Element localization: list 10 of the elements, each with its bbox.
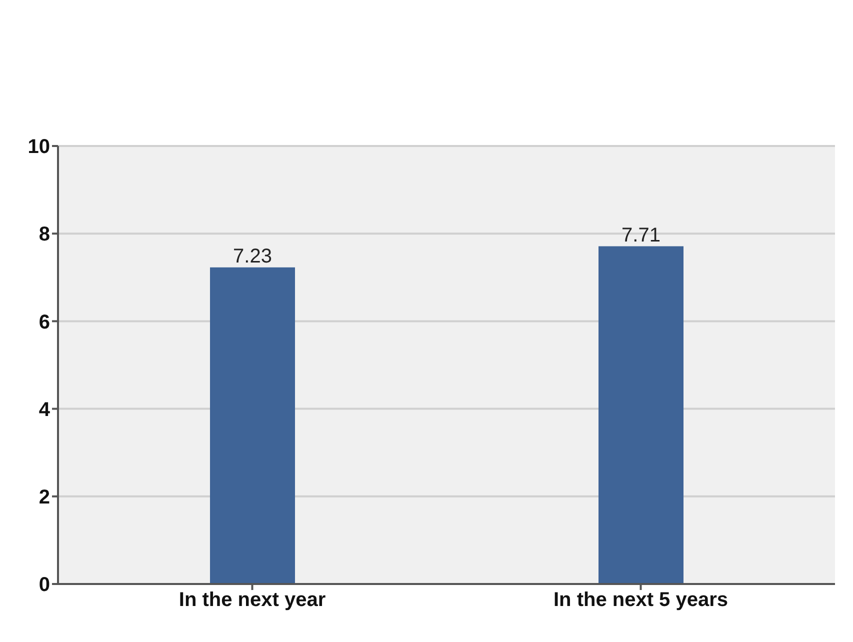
y-tick-label: 10 xyxy=(28,136,50,158)
y-tick-label: 2 xyxy=(38,486,50,508)
y-tick-label: 6 xyxy=(38,311,50,334)
data-label: 7.71 xyxy=(622,224,660,246)
x-tick-label: In the next year xyxy=(178,589,326,612)
y-tick-label: 8 xyxy=(38,224,50,246)
y-tick-label: 0 xyxy=(38,574,50,596)
data-label: 7.23 xyxy=(233,245,272,268)
y-tick-label: 4 xyxy=(38,398,51,421)
x-tick-label: In the next 5 years xyxy=(553,589,728,612)
